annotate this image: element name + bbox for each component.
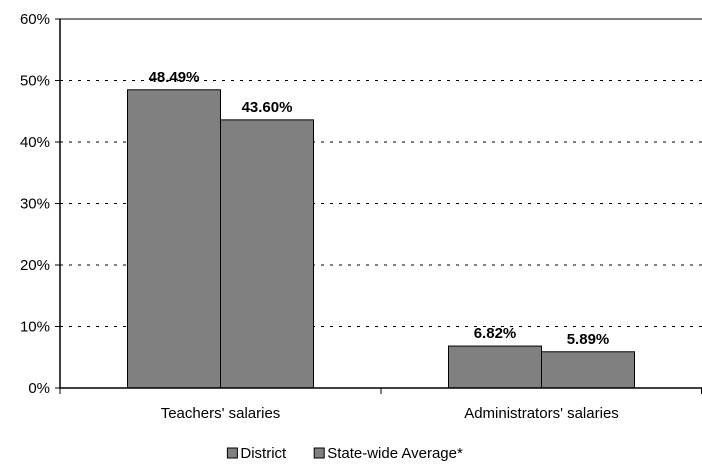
y-tick-label: 60% [20, 11, 50, 28]
y-tick-label: 30% [20, 196, 50, 213]
data-label: 48.49% [149, 69, 200, 86]
data-labels: 48.49% 43.60% 6.82% 5.89% [149, 69, 610, 348]
legend-swatch [313, 447, 325, 459]
y-tick-label: 50% [20, 73, 50, 90]
y-tick-label: 10% [20, 319, 50, 336]
legend-swatch [226, 447, 238, 459]
data-label: 5.89% [567, 331, 610, 348]
bar-state-average [220, 119, 314, 389]
gridlines [60, 18, 702, 327]
bar-district [448, 345, 542, 389]
legend-label: District [240, 445, 287, 462]
y-tick-label: 40% [20, 134, 50, 151]
y-tick-labels: 0% 10% 20% 30% 40% 50% 60% [20, 11, 50, 397]
legend-label: State-wide Average* [327, 445, 463, 462]
data-label: 43.60% [242, 99, 293, 116]
bars [127, 89, 635, 389]
bar-district [127, 89, 221, 389]
y-tick-label: 20% [20, 257, 50, 274]
data-label: 6.82% [474, 325, 517, 342]
category-label: Administrators' salaries [464, 405, 619, 422]
bar-state-average [541, 351, 635, 389]
category-label: Teachers' salaries [161, 405, 281, 422]
category-labels: Teachers' salaries Administrators' salari… [161, 405, 619, 422]
legend: District State-wide Average* [226, 445, 463, 462]
y-tick-label: 0% [28, 380, 50, 397]
